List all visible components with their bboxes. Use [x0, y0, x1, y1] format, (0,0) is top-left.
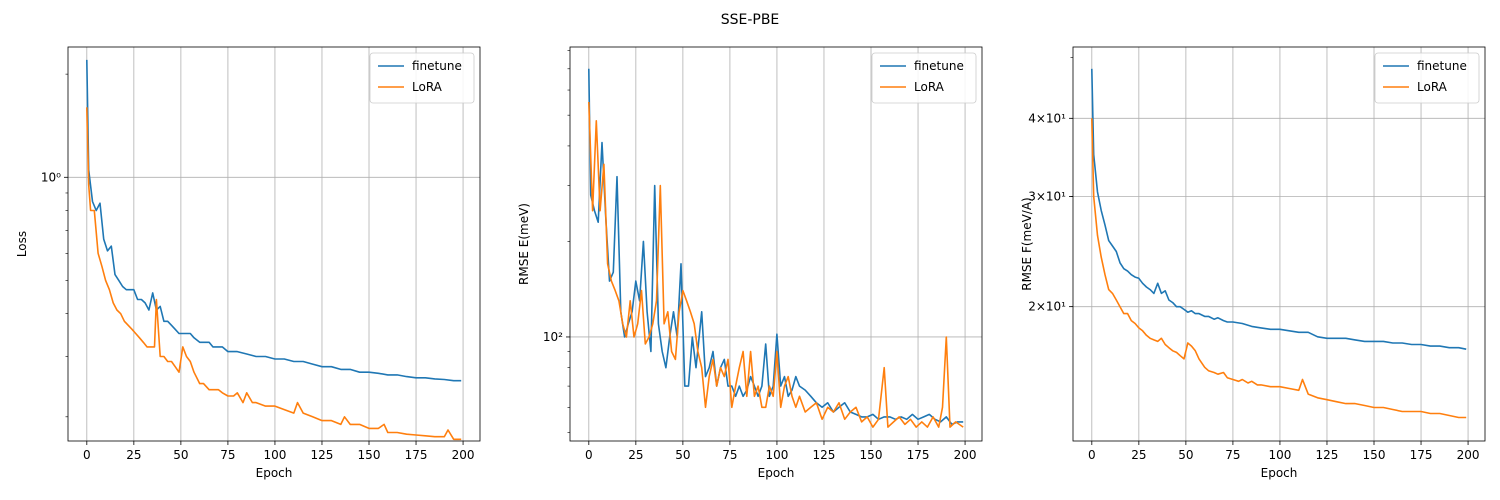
- y-tick-label: 10⁰: [41, 170, 61, 184]
- y-axis-label: RMSE F(meV/A): [1020, 197, 1034, 291]
- chart-panel-3: 0 25 50 75 100 125 150 175 200 2×10¹ 3×10¹ 4×10¹ Epo…: [1020, 46, 1486, 480]
- x-tick-label: 50: [675, 448, 690, 462]
- x-tick-label: 150: [1363, 448, 1386, 462]
- x-tick-label: 0: [1088, 448, 1096, 462]
- y-tick-label: 10²: [543, 330, 563, 344]
- x-tick-label: 125: [1316, 448, 1339, 462]
- x-tick-label: 100: [1268, 448, 1291, 462]
- legend-label: finetune: [1417, 59, 1467, 73]
- figure-title: SSE-PBE: [721, 12, 780, 28]
- legend-label: finetune: [412, 59, 462, 73]
- x-axis-label: Epoch: [256, 466, 293, 480]
- x-tick-label: 150: [358, 448, 381, 462]
- axes-frame: [67, 46, 481, 442]
- x-tick-label: 125: [311, 448, 334, 462]
- x-tick-label: 75: [1225, 448, 1240, 462]
- x-tick-label: 150: [860, 448, 883, 462]
- x-tick-label: 200: [452, 448, 475, 462]
- x-tick-label: 75: [220, 448, 235, 462]
- series-line-lora: [86, 107, 462, 441]
- legend-label: LoRA: [412, 80, 443, 94]
- x-tick-label: 0: [585, 448, 593, 462]
- x-tick-label: 50: [1178, 448, 1193, 462]
- legend-label: finetune: [914, 59, 964, 73]
- axes-frame: [1072, 46, 1486, 442]
- chart-panel-1: 0 25 50 75 100 125 150 175 200 10⁰ Epoch Loss finetu…: [15, 46, 481, 480]
- series-line-lora: [588, 101, 964, 428]
- legend-label: LoRA: [1417, 80, 1448, 94]
- legend: finetune LoRA: [1374, 52, 1480, 104]
- x-tick-label: 175: [405, 448, 428, 462]
- y-tick-label: 4×10¹: [1028, 111, 1066, 125]
- x-tick-label: 175: [907, 448, 930, 462]
- y-axis-label: Loss: [15, 231, 29, 257]
- x-tick-label: 125: [813, 448, 836, 462]
- y-tick-label: 3×10¹: [1028, 189, 1066, 203]
- x-tick-label: 200: [954, 448, 977, 462]
- legend: finetune LoRA: [871, 52, 977, 104]
- x-tick-label: 25: [126, 448, 141, 462]
- x-tick-label: 175: [1410, 448, 1433, 462]
- legend: finetune LoRA: [369, 52, 475, 104]
- chart-panel-2: 0 25 50 75 100 125 150 175 200 10² Epoch RMSE E(meV…: [517, 46, 983, 480]
- legend-label: LoRA: [914, 80, 945, 94]
- y-axis-label: RMSE E(meV): [517, 203, 531, 285]
- x-axis-label: Epoch: [758, 466, 795, 480]
- x-tick-label: 100: [263, 448, 286, 462]
- x-tick-label: 25: [1131, 448, 1146, 462]
- series-line-lora: [1091, 118, 1467, 419]
- x-tick-label: 25: [628, 448, 643, 462]
- x-axis-label: Epoch: [1261, 466, 1298, 480]
- y-tick-label: 2×10¹: [1028, 300, 1066, 314]
- series-line-finetune: [86, 59, 462, 382]
- series-line-finetune: [1091, 68, 1467, 350]
- x-tick-label: 0: [83, 448, 91, 462]
- x-tick-label: 50: [173, 448, 188, 462]
- x-tick-label: 100: [765, 448, 788, 462]
- axes-frame: [569, 46, 983, 442]
- x-tick-label: 200: [1457, 448, 1480, 462]
- x-tick-label: 75: [722, 448, 737, 462]
